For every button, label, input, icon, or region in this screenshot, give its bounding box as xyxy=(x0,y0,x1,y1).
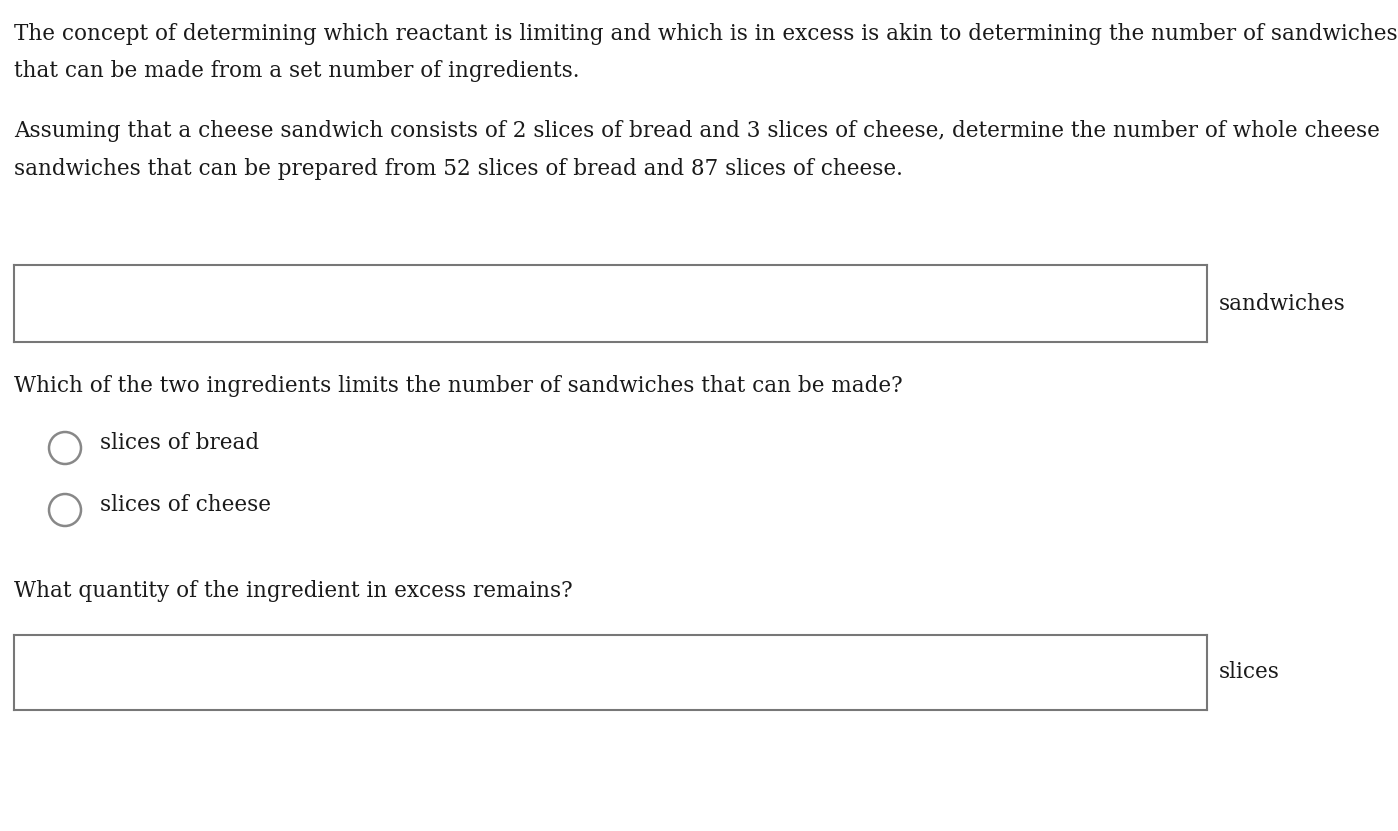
Text: The concept of determining which reactant is limiting and which is in excess is : The concept of determining which reactan… xyxy=(14,23,1398,45)
Text: slices: slices xyxy=(1219,661,1281,684)
Text: sandwiches: sandwiches xyxy=(1219,293,1346,314)
Text: slices of cheese: slices of cheese xyxy=(101,494,271,516)
Text: sandwiches that can be prepared from 52 slices of bread and 87 slices of cheese.: sandwiches that can be prepared from 52 … xyxy=(14,158,903,179)
Text: Assuming that a cheese sandwich consists of 2 slices of bread and 3 slices of ch: Assuming that a cheese sandwich consists… xyxy=(14,120,1380,142)
Text: slices of bread: slices of bread xyxy=(101,432,259,454)
Text: that can be made from a set number of ingredients.: that can be made from a set number of in… xyxy=(14,60,580,81)
Text: What quantity of the ingredient in excess remains?: What quantity of the ingredient in exces… xyxy=(14,580,573,602)
Text: Which of the two ingredients limits the number of sandwiches that can be made?: Which of the two ingredients limits the … xyxy=(14,375,903,397)
